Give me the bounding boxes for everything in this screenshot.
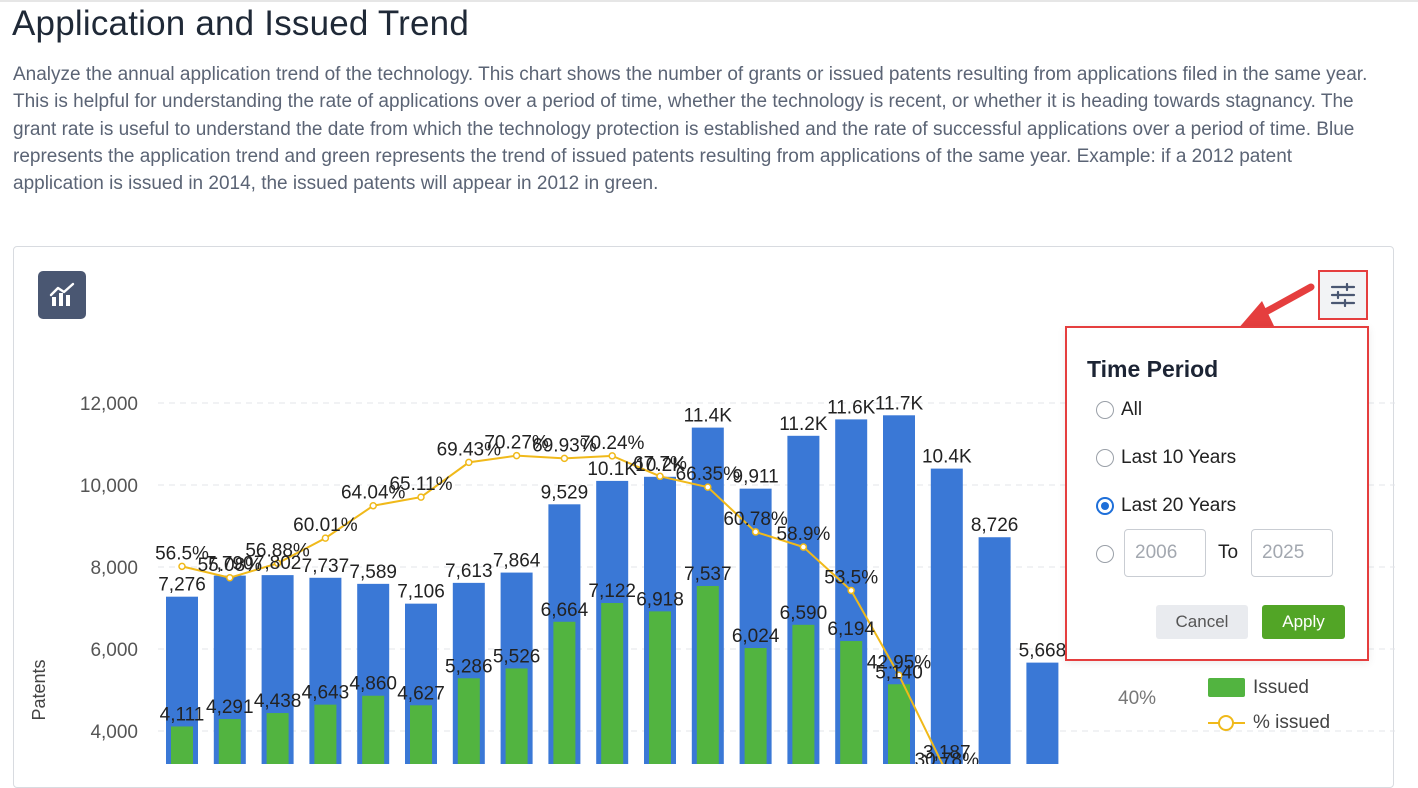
legend-pct-label[interactable]: % issued	[1253, 712, 1330, 734]
legend-pct-marker[interactable]	[0, 0, 1418, 764]
